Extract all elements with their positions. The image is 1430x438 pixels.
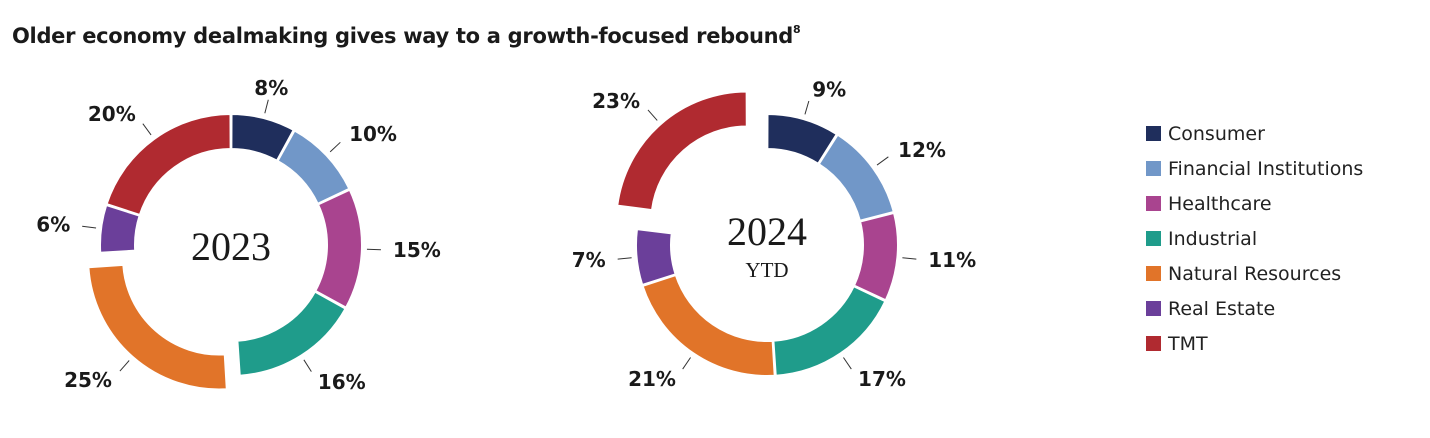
leader-line-tmt: [647, 109, 658, 121]
leader-line-tmt: [142, 123, 152, 136]
legend: Consumer Financial Institutions Healthca…: [1146, 116, 1363, 361]
slice-natural-resources: [87, 263, 228, 391]
leader-line-consumer: [264, 99, 269, 114]
data-label-consumer: 9%: [812, 77, 846, 101]
legend-item-industrial: Industrial: [1146, 221, 1363, 256]
legend-item-tmt: TMT: [1146, 326, 1363, 361]
leader-line-financial-institutions: [329, 141, 341, 153]
legend-label-natural-resources: Natural Resources: [1168, 262, 1342, 285]
legend-swatch-industrial: [1146, 231, 1161, 246]
leader-line-real-estate: [82, 225, 97, 229]
legend-swatch-real-estate: [1146, 301, 1161, 316]
legend-item-financial-institutions: Financial Institutions: [1146, 151, 1363, 186]
legend-label-financial-institutions: Financial Institutions: [1168, 157, 1364, 180]
slice-healthcare: [313, 188, 363, 310]
leader-line-industrial: [303, 359, 312, 372]
legend-item-healthcare: Healthcare: [1146, 186, 1363, 221]
legend-item-real-estate: Real Estate: [1146, 291, 1363, 326]
leader-line-healthcare: [902, 257, 917, 260]
data-label-industrial: 17%: [858, 367, 906, 391]
data-label-industrial: 16%: [318, 370, 366, 394]
legend-swatch-consumer: [1146, 126, 1161, 141]
legend-item-natural-resources: Natural Resources: [1146, 256, 1363, 291]
data-label-healthcare: 15%: [393, 238, 441, 262]
legend-label-consumer: Consumer: [1168, 122, 1265, 145]
leader-line-financial-institutions: [876, 156, 889, 166]
center-sublabel: YTD: [745, 258, 788, 282]
data-label-financial-institutions: 12%: [898, 138, 946, 162]
legend-item-consumer: Consumer: [1146, 116, 1363, 151]
data-label-real-estate: 7%: [572, 248, 606, 272]
slice-industrial: [236, 290, 347, 377]
leader-line-industrial: [843, 357, 852, 370]
slice-industrial: [772, 284, 887, 377]
chart-title: Older economy dealmaking gives way to a …: [12, 23, 801, 48]
legend-swatch-financial-institutions: [1146, 161, 1161, 176]
leader-line-consumer: [804, 100, 810, 115]
slice-healthcare: [852, 211, 899, 302]
slice-financial-institutions: [276, 129, 351, 206]
slice-natural-resources: [641, 273, 776, 377]
legend-label-healthcare: Healthcare: [1168, 192, 1272, 215]
donut-chart-2023: 8% 10% 15% 16% 25% 6% 20% 2023: [36, 76, 440, 394]
legend-swatch-tmt: [1146, 336, 1161, 351]
data-label-financial-institutions: 10%: [349, 122, 397, 146]
data-label-natural-resources: 21%: [628, 367, 676, 391]
legend-label-industrial: Industrial: [1168, 227, 1258, 250]
footnote-marker: 8: [793, 23, 801, 36]
slice-real-estate: [635, 227, 677, 287]
data-label-tmt: 20%: [88, 102, 136, 126]
center-label: 2024: [727, 209, 807, 254]
center-label: 2023: [191, 224, 271, 269]
slice-financial-institutions: [817, 133, 895, 222]
leader-line-natural-resources: [682, 357, 691, 370]
data-label-real-estate: 6%: [36, 213, 70, 237]
leader-line-natural-resources: [119, 360, 130, 372]
data-label-natural-resources: 25%: [64, 368, 112, 392]
legend-label-real-estate: Real Estate: [1168, 297, 1276, 320]
legend-swatch-healthcare: [1146, 196, 1161, 211]
chart-title-text: Older economy dealmaking gives way to a …: [12, 24, 794, 48]
slice-tmt: [105, 112, 232, 217]
data-label-tmt: 23%: [592, 89, 640, 113]
legend-swatch-natural-resources: [1146, 266, 1161, 281]
data-label-healthcare: 11%: [928, 248, 976, 272]
donut-chart-2024-ytd: 9% 12% 11% 17% 21% 7% 23% 2024 YTD: [572, 77, 976, 391]
legend-label-tmt: TMT: [1168, 332, 1208, 355]
leader-line-real-estate: [617, 257, 632, 260]
slice-tmt: [616, 90, 748, 212]
data-label-consumer: 8%: [254, 76, 288, 100]
